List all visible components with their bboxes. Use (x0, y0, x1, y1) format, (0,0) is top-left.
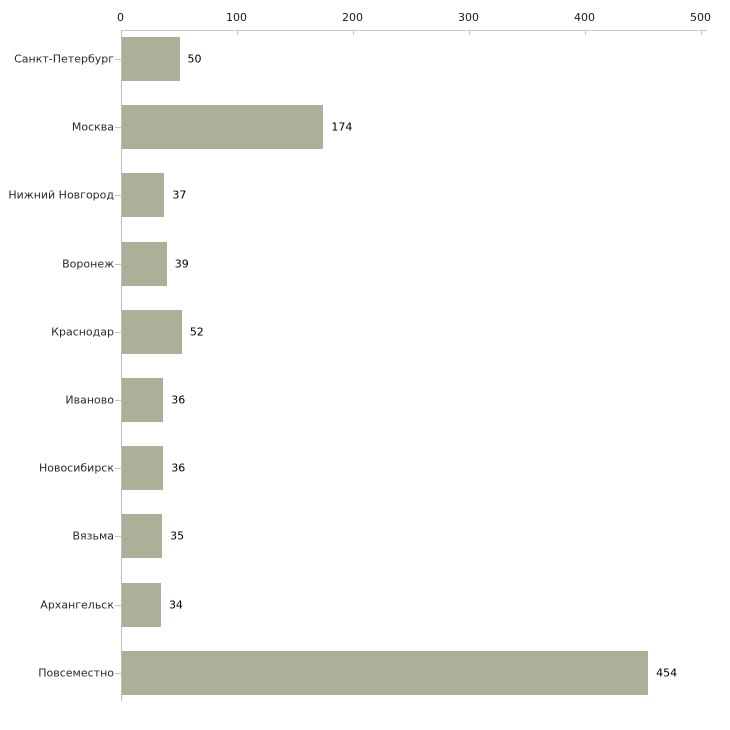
category-label: Краснодар (51, 325, 114, 339)
y-tick-mark (114, 263, 121, 265)
x-tick-label: 500 (690, 11, 711, 24)
x-tick-label: 200 (342, 11, 363, 24)
x-tick-mark (352, 31, 354, 35)
y-tick-mark (114, 604, 121, 606)
bar-2 (121, 173, 165, 218)
value-label: 36 (171, 461, 186, 475)
x-tick-label: 0 (117, 11, 124, 24)
bar-4 (121, 309, 182, 354)
x-axis-line (120, 30, 707, 31)
category-label: Архангельск (40, 598, 114, 612)
y-tick-mark (114, 59, 121, 60)
category-label: Иваново (65, 393, 114, 407)
category-label: Новосибирск (38, 461, 114, 475)
x-tick-label: 100 (226, 11, 247, 24)
bar-8 (121, 582, 161, 627)
y-tick-mark (114, 672, 121, 674)
category-label: Повсеместно (38, 666, 114, 680)
y-tick-mark (114, 331, 121, 333)
value-label: 35 (170, 529, 185, 543)
category-label: Москва (71, 120, 114, 134)
value-label: 36 (171, 393, 186, 407)
value-label: 52 (189, 325, 204, 339)
y-tick-mark (114, 400, 121, 401)
x-tick-mark (700, 31, 702, 35)
bar-0 (121, 37, 180, 81)
x-tick-mark (468, 31, 470, 35)
category-label: Нижний Новгород (8, 188, 114, 202)
value-label: 454 (656, 666, 678, 680)
bar-3 (121, 241, 167, 286)
value-label: 37 (172, 188, 187, 202)
x-tick-label: 300 (458, 11, 479, 24)
bar-5 (121, 378, 164, 422)
bar-9 (121, 650, 649, 695)
y-tick-mark (114, 468, 121, 470)
y-tick-mark (114, 195, 121, 197)
y-tick-mark (114, 536, 121, 538)
value-label: 34 (168, 598, 183, 612)
bar-6 (121, 446, 164, 491)
value-label: 39 (174, 257, 189, 271)
bar-7 (121, 514, 163, 559)
y-axis-line (120, 30, 122, 701)
value-label: 50 (187, 52, 202, 66)
x-tick-mark (584, 31, 586, 35)
bar-1 (121, 105, 324, 150)
category-label: Санкт-Петербург (14, 52, 114, 66)
value-label: 174 (331, 120, 353, 134)
category-label: Вязьма (72, 529, 114, 543)
category-label: Воронеж (62, 257, 114, 271)
y-tick-mark (114, 127, 121, 129)
x-tick-mark (236, 31, 238, 35)
x-tick-label: 400 (574, 11, 595, 24)
